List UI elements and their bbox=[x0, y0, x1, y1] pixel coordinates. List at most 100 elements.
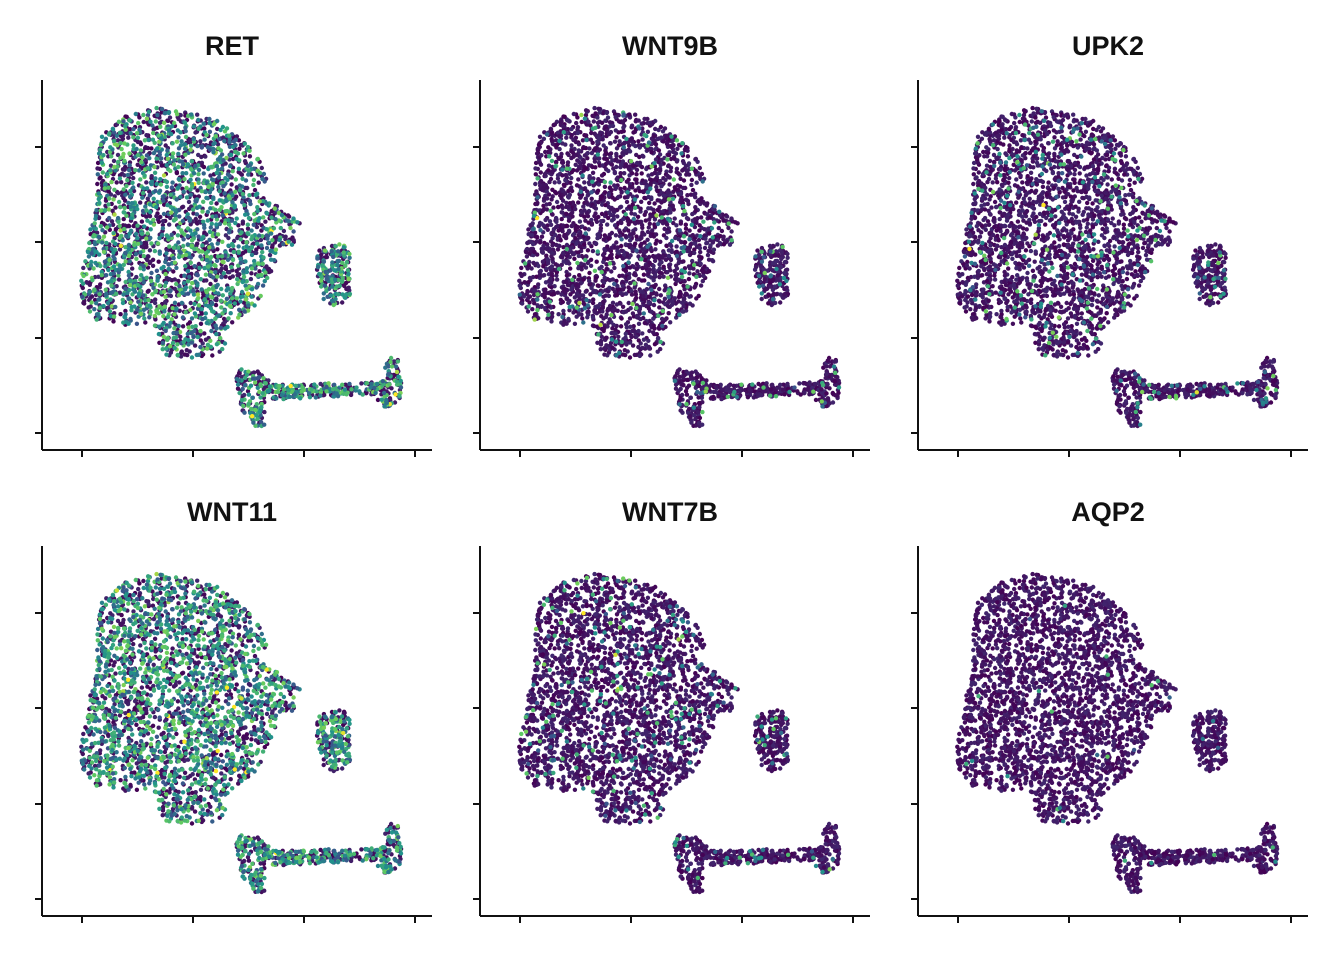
cell-point bbox=[118, 176, 122, 180]
cell-point bbox=[129, 229, 133, 233]
cell-point bbox=[105, 172, 109, 176]
cell-point bbox=[314, 395, 318, 399]
cell-point bbox=[249, 271, 253, 275]
cell-point bbox=[174, 335, 178, 339]
cell-point bbox=[560, 206, 564, 210]
cell-point bbox=[108, 145, 112, 149]
cell-point bbox=[189, 193, 193, 197]
cell-point bbox=[220, 347, 224, 351]
cell-point bbox=[330, 285, 334, 289]
cell-point bbox=[119, 234, 123, 238]
cell-point bbox=[631, 328, 635, 332]
cell-point bbox=[238, 183, 242, 187]
cell-point bbox=[237, 158, 241, 162]
cell-point bbox=[258, 199, 262, 203]
cell-point bbox=[118, 312, 122, 316]
cell-point bbox=[147, 315, 151, 319]
cell-point bbox=[335, 284, 339, 288]
cell-point bbox=[260, 166, 264, 170]
cell-point bbox=[592, 119, 596, 123]
cell-point bbox=[97, 292, 101, 296]
cell-point bbox=[228, 164, 232, 168]
cell-point bbox=[261, 262, 265, 266]
cell-point bbox=[190, 281, 194, 285]
cell-point bbox=[631, 164, 635, 168]
panel-title: RET bbox=[205, 31, 260, 61]
cell-point bbox=[153, 301, 157, 305]
cell-point bbox=[190, 340, 194, 344]
cell-point bbox=[268, 249, 272, 253]
cell-point bbox=[280, 393, 284, 397]
cell-point bbox=[246, 402, 250, 406]
cell-point bbox=[330, 249, 334, 253]
cell-point bbox=[233, 301, 237, 305]
cell-point bbox=[208, 339, 212, 343]
cell-point bbox=[593, 279, 597, 283]
cell-point bbox=[190, 316, 194, 320]
cell-point bbox=[318, 394, 322, 398]
cell-point bbox=[176, 186, 180, 190]
cell-point bbox=[214, 332, 218, 336]
cell-point bbox=[131, 176, 135, 180]
cell-point bbox=[245, 231, 249, 235]
cell-point bbox=[619, 221, 623, 225]
cell-point bbox=[127, 243, 131, 247]
cell-point bbox=[695, 181, 699, 185]
cell-point bbox=[148, 221, 152, 225]
cell-point bbox=[145, 153, 149, 157]
cell-point bbox=[254, 251, 258, 255]
cell-point bbox=[135, 207, 139, 211]
cell-point bbox=[188, 308, 192, 312]
cell-point bbox=[98, 264, 102, 268]
cell-point bbox=[663, 297, 667, 301]
cell-point bbox=[265, 276, 269, 280]
cell-point bbox=[331, 387, 335, 391]
cell-point bbox=[539, 222, 543, 226]
cell-point bbox=[535, 151, 539, 155]
cell-point bbox=[128, 317, 132, 321]
cell-point bbox=[122, 227, 126, 231]
cell-point bbox=[116, 191, 120, 195]
cell-point bbox=[132, 243, 136, 247]
cell-point bbox=[573, 207, 577, 211]
cell-point bbox=[215, 247, 219, 251]
cell-point bbox=[236, 382, 240, 386]
cell-point bbox=[243, 159, 247, 163]
cell-point bbox=[209, 225, 213, 229]
cell-point bbox=[115, 180, 119, 184]
cell-point bbox=[252, 223, 256, 227]
cell-point bbox=[173, 261, 177, 265]
cell-point bbox=[254, 193, 258, 197]
cell-point bbox=[262, 423, 266, 427]
cell-point bbox=[533, 182, 537, 186]
cell-point bbox=[613, 197, 617, 201]
cell-point bbox=[97, 191, 101, 195]
cell-point bbox=[219, 148, 223, 152]
cell-point bbox=[556, 173, 560, 177]
cell-point bbox=[663, 318, 667, 322]
cell-point bbox=[197, 353, 201, 357]
cell-point bbox=[218, 189, 222, 193]
cell-point bbox=[220, 260, 224, 264]
cell-point bbox=[196, 127, 200, 131]
cell-point bbox=[243, 376, 247, 380]
cell-point bbox=[187, 275, 191, 279]
cell-point bbox=[569, 143, 573, 147]
cell-point bbox=[539, 179, 543, 183]
cell-point bbox=[172, 312, 176, 316]
cell-point bbox=[214, 214, 218, 218]
cell-point bbox=[145, 276, 149, 280]
cell-point bbox=[221, 158, 225, 162]
cell-point bbox=[230, 200, 234, 204]
cell-point bbox=[99, 143, 103, 147]
cell-point bbox=[134, 257, 138, 261]
cell-point bbox=[241, 404, 245, 408]
cell-point bbox=[174, 306, 178, 310]
cell-point bbox=[237, 147, 241, 151]
cell-point bbox=[653, 247, 657, 251]
panel-ret: RET bbox=[35, 31, 432, 457]
cell-point bbox=[577, 254, 581, 258]
cell-point bbox=[118, 224, 122, 228]
cell-point bbox=[200, 145, 204, 149]
cell-point bbox=[293, 392, 297, 396]
